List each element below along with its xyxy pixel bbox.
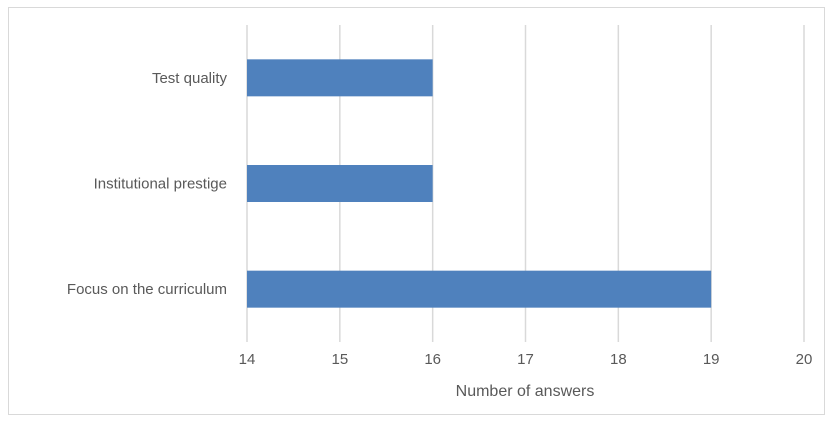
x-tick-label: 16	[424, 351, 441, 368]
x-tick-labels: 14 15 16 17 18 19 20	[239, 351, 813, 368]
x-tick-label: 18	[610, 351, 627, 368]
bar-institutional-prestige	[247, 165, 433, 202]
category-labels: Test quality Institutional prestige Focus …	[67, 70, 228, 298]
x-tick-label: 19	[703, 351, 720, 368]
x-tick-label: 14	[239, 351, 256, 368]
x-axis-title: Number of answers	[456, 383, 595, 400]
category-label: Focus on the curriculum	[67, 281, 227, 298]
category-label: Institutional prestige	[94, 176, 227, 193]
x-tick-label: 15	[331, 351, 348, 368]
bars	[247, 59, 712, 308]
category-label: Test quality	[152, 70, 228, 87]
x-tick-label: 20	[796, 351, 813, 368]
bar-test-quality	[247, 59, 433, 97]
bar-focus-on-the-curriculum	[247, 270, 712, 308]
x-tick-label: 17	[517, 351, 534, 368]
